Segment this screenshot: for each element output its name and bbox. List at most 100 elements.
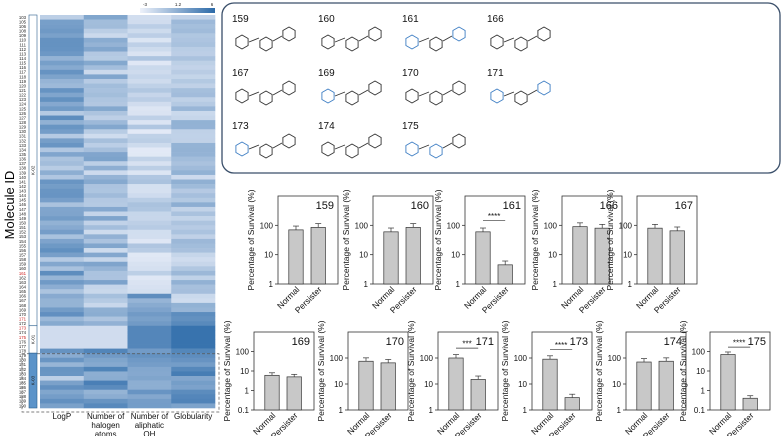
heatmap-cell	[127, 15, 172, 20]
heatmap-cell	[171, 248, 216, 253]
heatmap-cell	[83, 325, 128, 331]
heatmap-cells	[21, 15, 220, 413]
row-label: 162	[19, 275, 27, 280]
row-label: 137	[19, 161, 27, 166]
row-label: 139	[19, 170, 27, 175]
heatmap-cell	[40, 302, 85, 308]
row-label: 109	[19, 33, 27, 38]
bar	[475, 231, 491, 285]
ring-shape	[452, 133, 466, 149]
heatmap-cell	[40, 385, 85, 391]
bar	[658, 360, 674, 411]
bond-shape	[358, 89, 369, 96]
heatmap-cell	[171, 88, 216, 93]
heatmap-cell	[171, 74, 216, 80]
heatmap-cell	[171, 380, 216, 386]
heatmap-cell	[171, 152, 216, 157]
colorbar-max-label: 6	[211, 2, 214, 7]
row-label: 116	[19, 65, 26, 70]
heatmap-cell	[83, 138, 128, 144]
heatmap-cell	[40, 366, 85, 372]
y-tick-label: 100	[260, 221, 274, 230]
row-label: 119	[19, 79, 26, 84]
chart-title: 166	[600, 200, 618, 212]
chart-title: 171	[476, 336, 494, 348]
molecule-id: 159	[232, 14, 249, 25]
heatmap-cell	[127, 275, 172, 281]
heatmap-cell	[171, 216, 216, 221]
heatmap-cell	[40, 106, 85, 112]
heatmap-cell	[171, 293, 216, 299]
bond-shape	[272, 89, 283, 96]
row-label: 118	[19, 74, 26, 79]
heatmap-cell	[127, 56, 172, 61]
y-axis-label: Percentage of Survival (%)	[530, 189, 540, 290]
heatmap-cell	[171, 275, 216, 281]
heatmap-cell	[40, 142, 85, 148]
heatmap-cell	[40, 188, 85, 194]
y-axis-label: Percentage of Survival (%)	[594, 320, 604, 421]
heatmap-cell	[40, 248, 85, 253]
heatmap-cell	[83, 152, 128, 157]
column-label: LogP	[53, 412, 72, 421]
heatmap-cell	[83, 261, 128, 267]
heatmap-cell	[83, 243, 128, 249]
ring-shape	[259, 36, 273, 52]
row-label: 158	[19, 257, 27, 262]
heatmap-cell	[83, 115, 128, 121]
heatmap-cell	[127, 211, 172, 217]
heatmap-cell	[40, 15, 85, 20]
heatmap-cell	[40, 334, 85, 340]
heatmap-cell	[171, 403, 216, 409]
heatmap-cell	[83, 353, 128, 359]
heatmap-cell	[171, 266, 216, 272]
y-tick-label: 1	[245, 387, 250, 396]
heatmap-cell	[171, 312, 216, 317]
ring-shape	[452, 80, 466, 96]
y-tick-label: 1	[456, 280, 461, 289]
row-label: 120	[19, 83, 27, 88]
heatmap-cell	[171, 307, 216, 313]
column-label: Globularity	[174, 412, 212, 421]
heatmap-cell	[40, 28, 85, 34]
heatmap-cell	[171, 202, 216, 208]
heatmap-cell	[40, 371, 85, 377]
ring-shape	[282, 133, 296, 149]
bar	[405, 227, 421, 285]
heatmap-cell	[127, 174, 172, 180]
row-label: 184	[19, 376, 27, 381]
heatmap-panel: Molecule ID 1031051061081091101111121131…	[2, 2, 220, 436]
heatmap-cell	[83, 65, 128, 71]
heatmap-cell	[127, 403, 172, 409]
heatmap-cell	[40, 289, 85, 295]
heatmap-cell	[127, 385, 172, 391]
plot-frame	[464, 195, 526, 285]
heatmap-cell	[127, 92, 172, 98]
row-label: 151	[19, 225, 27, 230]
heatmap-cell	[83, 129, 128, 135]
y-tick-label: 100	[420, 354, 434, 363]
heatmap-cell	[171, 33, 216, 39]
ring-shape	[345, 36, 359, 52]
row-label: 114	[19, 56, 26, 61]
heatmap-cell	[40, 234, 85, 240]
heatmap-cell	[40, 193, 85, 199]
y-tick-label: 1	[429, 406, 434, 415]
heatmap-cluster-bar: K-02 K-01 K-03	[28, 14, 38, 409]
heatmap-cell	[127, 270, 172, 276]
y-tick-label: 10	[359, 251, 368, 260]
row-label: 146	[19, 202, 27, 207]
bond-shape	[503, 91, 515, 97]
heatmap-cell	[40, 124, 85, 130]
molecule-id: 175	[402, 121, 419, 132]
heatmap-cell	[40, 344, 85, 349]
heatmap-cell	[83, 147, 128, 153]
heatmap-cell	[40, 394, 85, 400]
row-label: 135	[19, 152, 27, 157]
molecule-id: 160	[318, 14, 335, 25]
row-label: 106	[19, 24, 27, 29]
row-label: 131	[19, 134, 27, 139]
heatmap-cell	[83, 174, 128, 180]
row-label: 140	[19, 175, 27, 180]
